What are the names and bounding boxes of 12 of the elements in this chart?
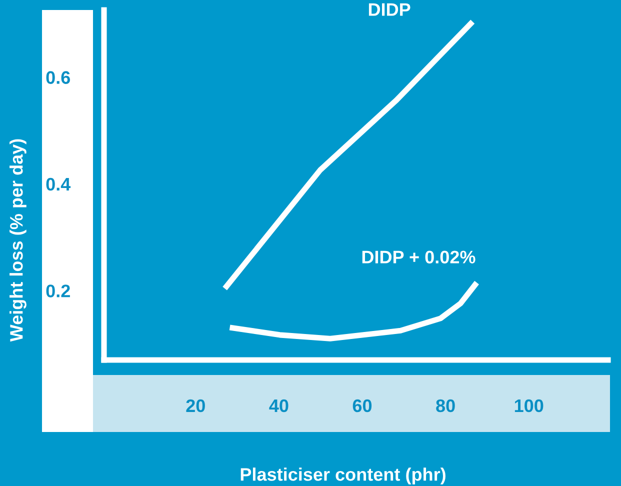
- x-tick-label: 60: [352, 399, 372, 412]
- x-tick-label: 40: [269, 399, 288, 412]
- y-tick-label: 0.2: [46, 284, 70, 298]
- x-tick-label: 80: [436, 399, 455, 412]
- y-tick-label: 0.6: [46, 71, 70, 84]
- text: DIDP: [368, 3, 410, 16]
- x-tick-label: 100: [514, 399, 544, 412]
- x-tick-label: 20: [186, 399, 205, 412]
- y-axis-title: Weight loss (% per day): [10, 139, 26, 342]
- x-axis-title: Plasticiser content (phr): [240, 468, 446, 484]
- series-label: DIDP + 0.02%: [362, 250, 476, 264]
- y-tick-label: 0.4: [46, 178, 71, 191]
